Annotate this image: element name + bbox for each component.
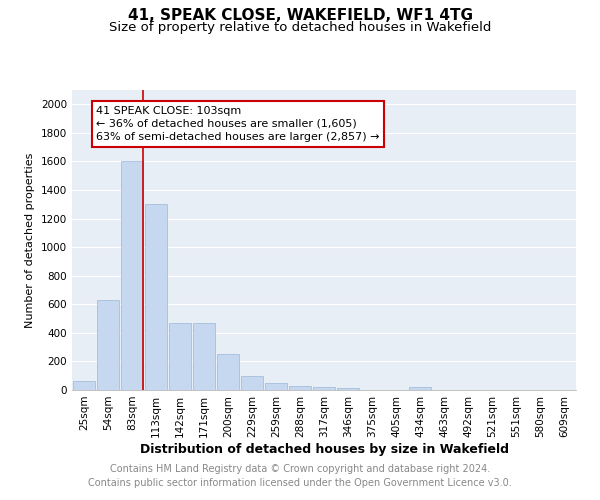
Bar <box>169 323 191 390</box>
Text: Size of property relative to detached houses in Wakefield: Size of property relative to detached ho… <box>109 21 491 34</box>
Bar <box>241 376 263 390</box>
Bar <box>289 386 311 390</box>
Bar <box>193 323 215 390</box>
Bar <box>121 162 143 390</box>
Bar <box>97 300 119 390</box>
Y-axis label: Number of detached properties: Number of detached properties <box>25 152 35 328</box>
Text: 41 SPEAK CLOSE: 103sqm
← 36% of detached houses are smaller (1,605)
63% of semi-: 41 SPEAK CLOSE: 103sqm ← 36% of detached… <box>96 106 380 142</box>
Bar <box>313 387 335 390</box>
Bar <box>73 380 95 390</box>
Bar <box>145 204 167 390</box>
Text: Contains HM Land Registry data © Crown copyright and database right 2024.
Contai: Contains HM Land Registry data © Crown c… <box>88 464 512 487</box>
Bar <box>265 383 287 390</box>
Text: Distribution of detached houses by size in Wakefield: Distribution of detached houses by size … <box>139 442 509 456</box>
Bar <box>337 388 359 390</box>
Bar <box>217 354 239 390</box>
Bar <box>409 387 431 390</box>
Text: 41, SPEAK CLOSE, WAKEFIELD, WF1 4TG: 41, SPEAK CLOSE, WAKEFIELD, WF1 4TG <box>128 8 473 22</box>
